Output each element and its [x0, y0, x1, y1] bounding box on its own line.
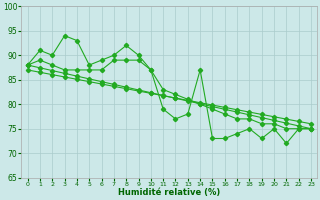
X-axis label: Humidité relative (%): Humidité relative (%) — [118, 188, 220, 197]
